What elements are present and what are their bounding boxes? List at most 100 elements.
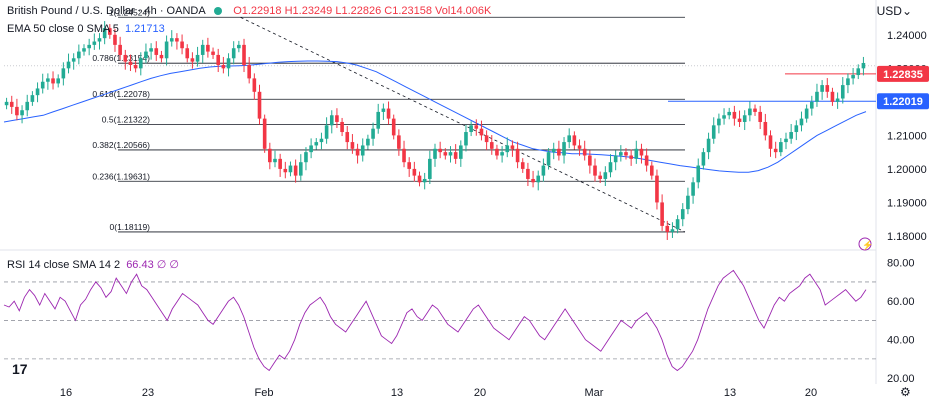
candle[interactable] (789, 123, 793, 144)
ema-label[interactable]: EMA 50 close 0 SMA 5 (7, 23, 119, 35)
candle[interactable] (505, 137, 510, 158)
candle[interactable] (66, 53, 71, 74)
candle[interactable] (820, 80, 824, 100)
rsi-label[interactable]: RSI 14 close SMA 14 2 (7, 259, 121, 271)
candle[interactable] (742, 110, 747, 131)
candle[interactable] (206, 37, 210, 58)
candle[interactable] (428, 150, 432, 184)
candle[interactable] (717, 113, 721, 134)
candle[interactable] (758, 105, 762, 130)
candle[interactable] (92, 33, 97, 50)
candle[interactable] (159, 50, 164, 63)
candle[interactable] (727, 107, 732, 120)
candle[interactable] (329, 110, 334, 134)
candle[interactable] (593, 158, 597, 182)
candle[interactable] (433, 143, 437, 167)
candle[interactable] (546, 148, 551, 170)
candle[interactable] (567, 128, 572, 149)
candle[interactable] (484, 130, 489, 151)
candle[interactable] (283, 161, 288, 179)
candle[interactable] (371, 122, 375, 146)
candle[interactable] (582, 140, 587, 161)
candle[interactable] (273, 150, 277, 168)
ema-line[interactable] (3, 60, 867, 173)
candle[interactable] (314, 138, 319, 150)
candle[interactable] (696, 158, 701, 189)
candle[interactable] (763, 113, 768, 141)
candle[interactable] (40, 73, 45, 94)
candle[interactable] (355, 143, 360, 164)
candle[interactable] (118, 36, 122, 60)
candle[interactable] (56, 74, 61, 88)
candle[interactable] (835, 92, 840, 109)
candle[interactable] (252, 73, 257, 100)
candle[interactable] (15, 98, 19, 121)
candle[interactable] (748, 101, 752, 122)
candle[interactable] (133, 60, 138, 73)
candle[interactable] (619, 145, 623, 162)
candle[interactable] (242, 38, 246, 73)
candle[interactable] (562, 137, 566, 164)
candle[interactable] (113, 28, 117, 52)
candle[interactable] (247, 56, 251, 84)
candle[interactable] (71, 53, 76, 70)
candle[interactable] (340, 117, 344, 137)
candle[interactable] (815, 83, 819, 107)
candle[interactable] (634, 140, 639, 164)
candle[interactable] (154, 41, 159, 61)
candle[interactable] (164, 35, 169, 66)
candle[interactable] (515, 141, 520, 169)
candle[interactable] (237, 40, 241, 53)
candle[interactable] (655, 169, 659, 210)
candle[interactable] (489, 135, 494, 155)
candle[interactable] (376, 103, 381, 134)
candle[interactable] (422, 172, 427, 190)
candle[interactable] (324, 117, 329, 144)
candle[interactable] (495, 144, 499, 160)
candle[interactable] (169, 30, 174, 47)
candle[interactable] (799, 111, 804, 132)
candle[interactable] (190, 52, 195, 69)
candle[interactable] (128, 54, 133, 72)
candle[interactable] (644, 148, 649, 172)
candle[interactable] (598, 171, 602, 183)
candle[interactable] (809, 95, 814, 116)
candle[interactable] (629, 149, 633, 166)
candle[interactable] (453, 144, 458, 164)
candle[interactable] (443, 148, 448, 160)
candle[interactable] (851, 68, 855, 85)
candle[interactable] (830, 87, 835, 106)
candle[interactable] (381, 103, 386, 120)
candle[interactable] (257, 84, 262, 125)
candle[interactable] (25, 94, 30, 117)
candle[interactable] (438, 141, 442, 159)
candle[interactable] (624, 148, 628, 160)
candle[interactable] (722, 108, 726, 125)
candle[interactable] (737, 110, 742, 128)
candle[interactable] (675, 215, 680, 234)
candle[interactable] (474, 119, 479, 136)
candle[interactable] (536, 170, 541, 191)
candle[interactable] (97, 33, 102, 50)
candle[interactable] (407, 157, 411, 177)
candle[interactable] (448, 146, 453, 163)
candle[interactable] (262, 114, 267, 153)
candle[interactable] (510, 140, 515, 157)
candle[interactable] (417, 171, 422, 187)
candle[interactable] (701, 148, 706, 170)
candle[interactable] (649, 161, 654, 180)
price-badge-1[interactable] (877, 93, 929, 110)
candle[interactable] (711, 117, 716, 144)
candle[interactable] (304, 147, 308, 171)
candle[interactable] (216, 48, 221, 73)
candle[interactable] (670, 222, 675, 238)
candle[interactable] (680, 203, 685, 227)
candle[interactable] (639, 143, 644, 164)
candle[interactable] (732, 105, 737, 126)
candle[interactable] (138, 52, 143, 76)
candle[interactable] (360, 138, 365, 162)
candle[interactable] (102, 21, 107, 45)
candle[interactable] (794, 120, 799, 141)
candle[interactable] (309, 138, 313, 159)
candle[interactable] (226, 53, 231, 77)
